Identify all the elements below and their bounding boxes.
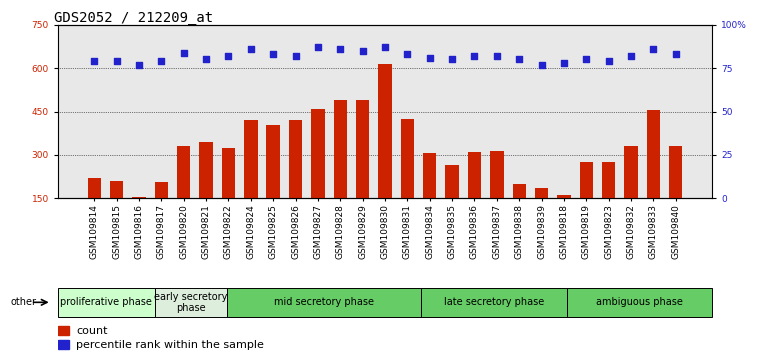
Point xyxy=(156,58,168,64)
Bar xyxy=(58,326,69,335)
Bar xyxy=(378,64,392,242)
Text: late secretory phase: late secretory phase xyxy=(444,297,544,307)
Bar xyxy=(333,100,347,242)
Point xyxy=(446,57,458,62)
Point xyxy=(132,62,145,68)
Point xyxy=(379,45,391,50)
Point xyxy=(401,51,413,57)
Bar xyxy=(624,146,638,242)
Bar xyxy=(421,288,567,317)
Bar xyxy=(356,100,370,242)
Text: GDS2052 / 212209_at: GDS2052 / 212209_at xyxy=(54,11,213,25)
Bar xyxy=(602,162,615,242)
Point xyxy=(290,53,302,59)
Point xyxy=(424,55,436,61)
Point xyxy=(602,58,614,64)
Bar xyxy=(88,178,101,242)
Point xyxy=(223,53,235,59)
Point xyxy=(535,62,547,68)
Point xyxy=(245,46,257,52)
Bar xyxy=(535,188,548,242)
Bar xyxy=(567,288,712,317)
Bar xyxy=(132,197,146,242)
Point xyxy=(490,53,503,59)
Text: other: other xyxy=(10,297,36,307)
Point xyxy=(88,58,100,64)
Bar xyxy=(580,162,593,242)
Point xyxy=(625,53,638,59)
Point xyxy=(557,60,570,66)
Text: early secretory
phase: early secretory phase xyxy=(155,291,228,313)
Bar xyxy=(669,146,682,242)
Text: percentile rank within the sample: percentile rank within the sample xyxy=(76,340,264,350)
Bar xyxy=(244,120,257,242)
Bar xyxy=(490,150,504,242)
Point xyxy=(110,58,122,64)
Bar xyxy=(227,288,421,317)
Point xyxy=(580,57,592,62)
Bar xyxy=(58,288,155,317)
Bar xyxy=(647,110,660,242)
Bar xyxy=(222,148,235,242)
Bar xyxy=(557,195,571,242)
Text: count: count xyxy=(76,326,108,336)
Bar xyxy=(400,119,414,242)
Bar xyxy=(177,146,190,242)
Text: mid secretory phase: mid secretory phase xyxy=(274,297,374,307)
Bar xyxy=(513,184,526,242)
Bar xyxy=(199,142,213,242)
Point xyxy=(267,51,280,57)
Point xyxy=(200,57,213,62)
Bar xyxy=(423,153,437,242)
Point xyxy=(648,46,660,52)
Point xyxy=(670,51,682,57)
Point xyxy=(357,48,369,53)
Bar xyxy=(311,109,325,242)
Bar xyxy=(445,165,459,242)
Point xyxy=(334,46,346,52)
Bar xyxy=(58,341,69,349)
Text: ambiguous phase: ambiguous phase xyxy=(596,297,683,307)
Bar xyxy=(266,125,280,242)
Bar xyxy=(155,288,227,317)
Point xyxy=(178,50,190,55)
Point xyxy=(513,57,525,62)
Bar xyxy=(110,181,123,242)
Bar xyxy=(289,120,303,242)
Bar xyxy=(155,182,168,242)
Point xyxy=(312,45,324,50)
Text: proliferative phase: proliferative phase xyxy=(60,297,152,307)
Bar xyxy=(467,152,481,242)
Point xyxy=(468,53,480,59)
